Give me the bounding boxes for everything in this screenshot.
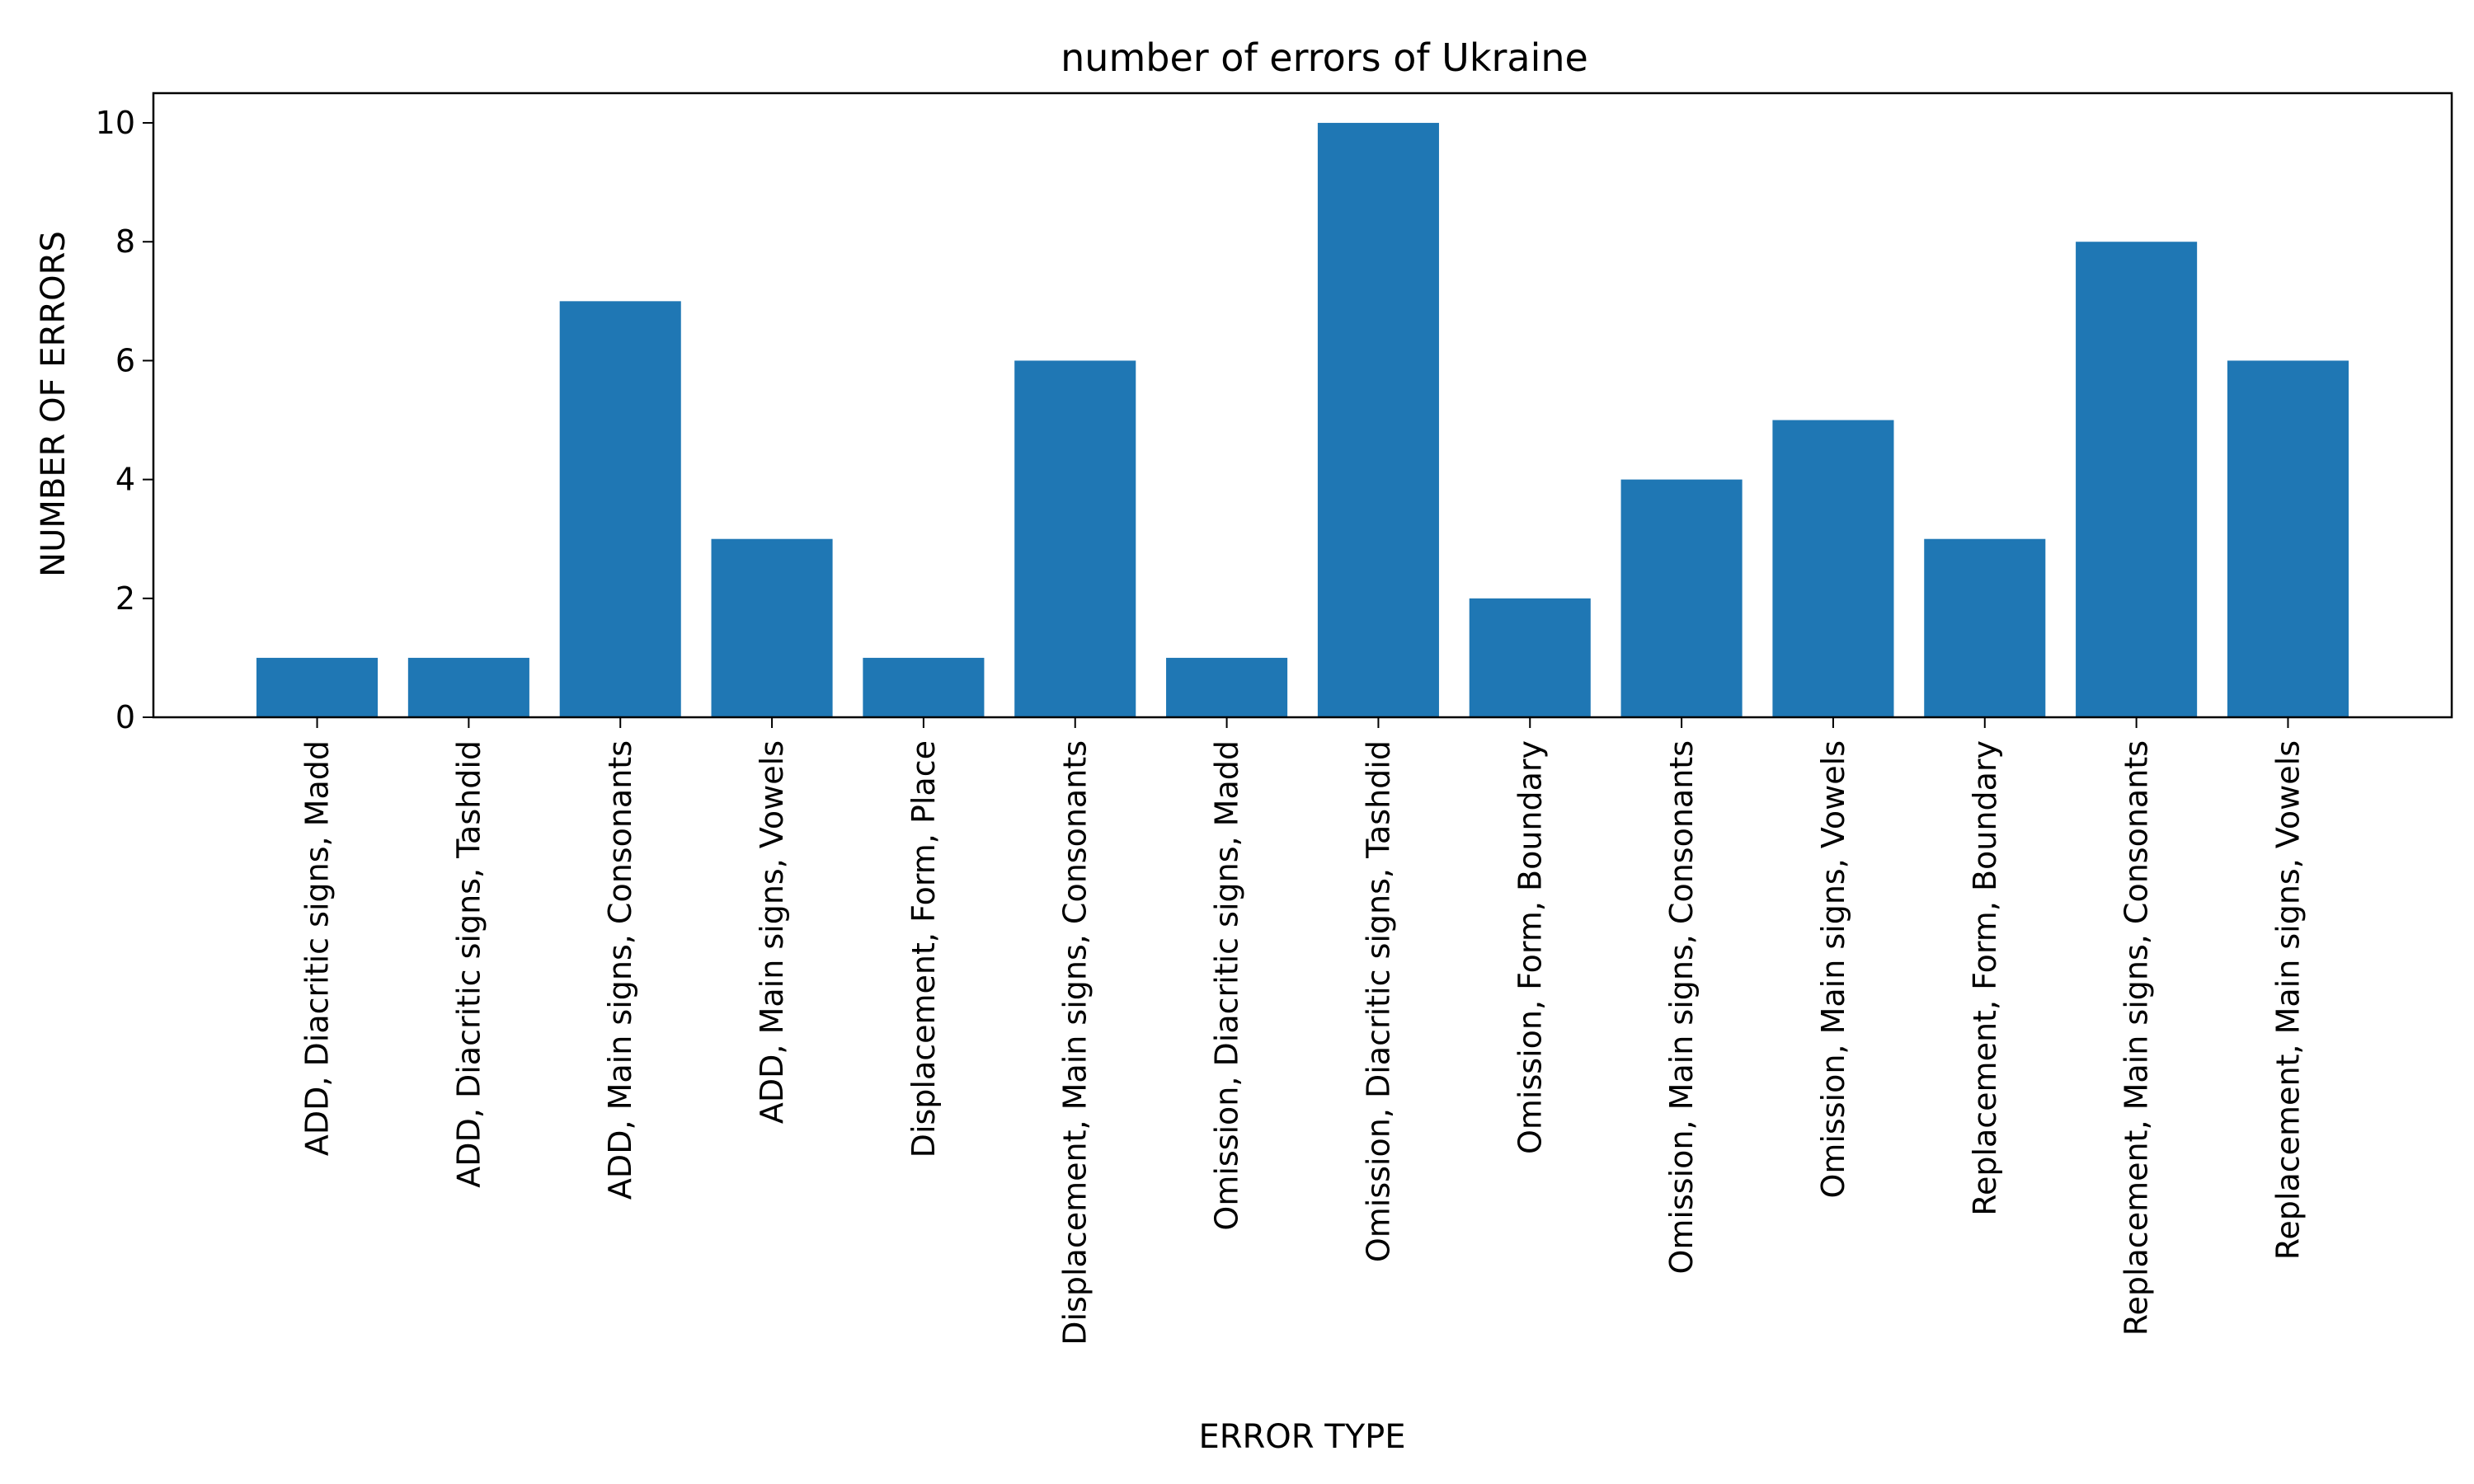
y-tick-label: 6 — [115, 342, 135, 378]
y-tick-label: 10 — [96, 105, 135, 141]
x-tick-label: ADD, Diacritic signs, Tashdid — [450, 740, 487, 1188]
bar — [559, 301, 681, 717]
bar — [2227, 360, 2349, 717]
y-axis-ticks: 0 2 4 6 8 10 — [96, 105, 153, 735]
y-tick-label: 2 — [115, 580, 135, 617]
x-axis-label: ERROR TYPE — [1198, 1418, 1405, 1456]
x-tick-label: Replacement, Main signs, Consonants — [2119, 740, 2155, 1336]
x-tick-label: Replacement, Main signs, Vowels — [2269, 740, 2306, 1260]
y-tick-label: 8 — [115, 223, 135, 260]
x-tick-label: Replacement, Form, Boundary — [1967, 740, 2003, 1216]
x-tick-label: Omission, Main signs, Vowels — [1815, 740, 1851, 1199]
bar — [1924, 538, 2046, 717]
y-axis-label: NUMBER OF ERRORS — [35, 231, 73, 577]
y-tick-label: 0 — [115, 699, 135, 735]
bar — [711, 538, 833, 717]
x-tick-label: Displacement, Form, Place — [905, 740, 942, 1158]
bars-layer — [256, 123, 2349, 718]
chart-title: number of errors of Ukraine — [1061, 35, 1588, 80]
x-axis-ticks: ADD, Diacritic signs, Madd ADD, Diacritic… — [299, 717, 2306, 1345]
bar — [1469, 598, 1591, 717]
x-tick-label: Omission, Form, Boundary — [1512, 740, 1548, 1154]
plot-frame — [152, 92, 2453, 719]
bar — [1014, 360, 1136, 717]
bar — [1620, 479, 1743, 717]
bar — [1166, 657, 1288, 717]
x-tick-label: Omission, Main signs, Consonants — [1663, 740, 1700, 1275]
x-tick-label: Omission, Diacritic signs, Madd — [1209, 740, 1245, 1231]
x-tick-label: Displacement, Main signs, Consonants — [1057, 740, 1094, 1345]
bar — [2076, 242, 2198, 717]
bar — [863, 657, 985, 717]
bar — [407, 657, 529, 717]
bar — [256, 657, 379, 717]
bar — [1772, 420, 1894, 717]
x-tick-label: ADD, Main signs, Vowels — [754, 740, 790, 1124]
x-tick-label: ADD, Diacritic signs, Madd — [299, 740, 336, 1156]
bar — [1317, 123, 1439, 718]
x-tick-label: ADD, Main signs, Consonants — [602, 740, 638, 1200]
x-tick-label: Omission, Diacritic signs, Tashdid — [1360, 740, 1396, 1262]
y-tick-label: 4 — [115, 462, 135, 498]
